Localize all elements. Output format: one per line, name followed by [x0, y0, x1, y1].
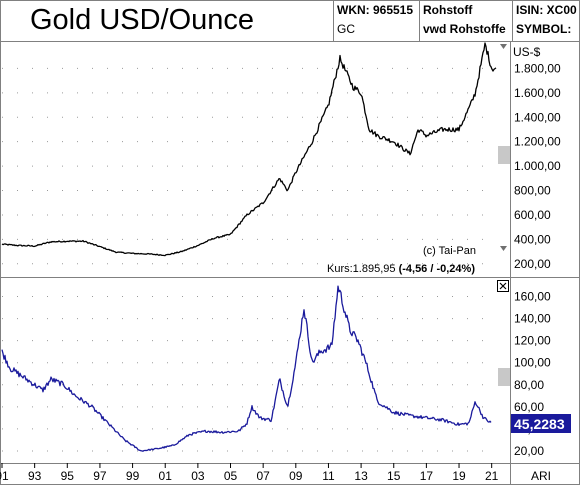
y-tick-label: 200,00	[514, 257, 551, 271]
kurs-prefix: Kurs:1.895,95	[327, 263, 399, 275]
type-label: Rohstoff	[423, 3, 473, 17]
x-tick-label: 91	[0, 469, 9, 483]
y-tick-label: 140,00	[514, 312, 551, 326]
x-tick-label: 09	[289, 469, 303, 483]
y-tick-label: 1.000,00	[514, 159, 561, 173]
credit-label: (c) Tai-Pan	[423, 245, 476, 257]
top-unit-label: US-$	[513, 45, 541, 59]
x-tick-label: 97	[93, 469, 107, 483]
x-tick-label: 13	[354, 469, 368, 483]
bottom-gridlines	[2, 296, 495, 452]
type-cell: Rohstoff vwd Rohstoffe	[420, 0, 513, 41]
y-tick-label: 80,00	[514, 378, 544, 392]
x-tick-label: 15	[387, 469, 401, 483]
x-tick-label: 03	[191, 469, 205, 483]
indicator-name: ARI	[531, 469, 551, 483]
bottom-scroll-thumb[interactable]	[498, 368, 510, 386]
x-tick-label: 19	[452, 469, 466, 483]
y-tick-label: 400,00	[514, 232, 551, 246]
price-series-line	[1, 42, 497, 257]
chart-title: Gold USD/Ounce	[0, 0, 334, 41]
kurs-change: (-4,56 / -0,24%)	[399, 263, 476, 275]
ari-series-line	[1, 285, 492, 452]
y-tick-label: 160,00	[514, 290, 551, 304]
y-tick-label: 1.600,00	[514, 86, 561, 100]
indicator-value-box	[511, 414, 571, 433]
scroll-down-icon[interactable]	[500, 246, 507, 251]
x-tick-labels: 91 93 95 97 99 01 03 05 07 09 11 13 15 17 19 21	[0, 463, 499, 483]
wkn-sub: GC	[337, 22, 355, 36]
x-tick-label: 95	[61, 469, 75, 483]
x-tick-label: 01	[159, 469, 173, 483]
y-tick-label: 60,00	[514, 400, 544, 414]
isin-label: ISIN: XC00	[516, 3, 577, 17]
x-tick-label: 05	[224, 469, 238, 483]
chart-header: Gold USD/Ounce WKN: 965515 GC Rohstoff v…	[0, 0, 580, 42]
x-tick-label: 93	[28, 469, 42, 483]
y-tick-label: 20,00	[514, 444, 544, 458]
y-tick-label: 1.400,00	[514, 110, 561, 124]
top-y-tick-labels: 200,00 400,00 600,00 800,00 1.000,00 1.200,00…	[514, 61, 561, 270]
y-tick-label: 800,00	[514, 184, 551, 198]
top-scroll-thumb[interactable]	[498, 146, 510, 164]
wkn-cell: WKN: 965515 GC	[334, 0, 420, 41]
kurs-readout: Kurs:1.895,95 (-4,56 / -0,24%)	[327, 263, 475, 275]
top-scrollbar[interactable]	[498, 44, 510, 251]
indicator-value: 45,2283	[514, 416, 565, 432]
y-tick-label: 1.200,00	[514, 135, 561, 149]
type-sub: vwd Rohstoffe	[423, 22, 506, 36]
y-tick-label: 600,00	[514, 208, 551, 222]
y-tick-label: 1.800,00	[514, 61, 561, 75]
isin-cell: ISIN: XC00 SYMBOL:	[513, 0, 580, 41]
x-tick-label: 17	[420, 469, 434, 483]
symbol-label: SYMBOL:	[516, 22, 572, 36]
scroll-up-icon[interactable]	[500, 44, 507, 49]
x-tick-label: 11	[322, 469, 335, 483]
y-tick-label: 100,00	[514, 356, 551, 370]
close-icon[interactable]	[497, 280, 509, 292]
wkn-label: WKN: 965515	[337, 3, 414, 17]
top-gridlines	[2, 67, 495, 265]
x-tick-label: 99	[126, 469, 140, 483]
x-tick-label: 21	[485, 469, 499, 483]
y-tick-label: 120,00	[514, 334, 551, 348]
x-tick-label: 07	[256, 469, 270, 483]
